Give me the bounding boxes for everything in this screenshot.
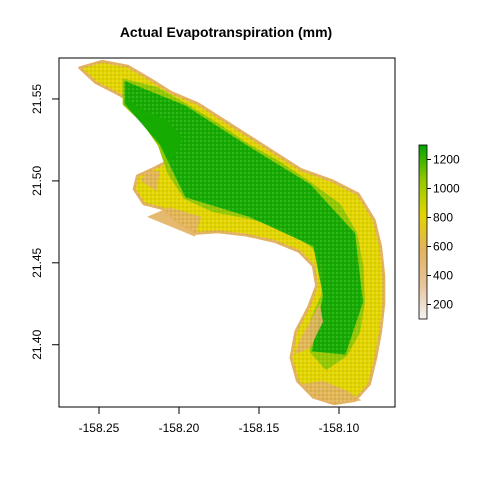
legend-tick-label: 1200: [433, 153, 460, 167]
x-tick-label: -158.25: [79, 421, 120, 435]
legend-color-bar: [419, 145, 427, 319]
chart-title: Actual Evapotranspiration (mm): [120, 24, 332, 40]
x-tick-label: -158.20: [159, 421, 200, 435]
color-legend: 200 400 600 800 1000 1200: [418, 144, 460, 320]
et-raster: [78, 59, 386, 406]
legend-tick-label: 1000: [433, 182, 460, 196]
x-axis: -158.25 -158.20 -158.15 -158.10: [79, 406, 360, 435]
legend-tick-label: 400: [433, 269, 453, 283]
y-tick-label: 21.40: [30, 329, 44, 359]
x-tick-label: -158.15: [239, 421, 280, 435]
x-tick-label: -158.10: [319, 421, 360, 435]
y-axis: 21.40 21.45 21.50 21.55: [30, 84, 60, 360]
legend-tick-label: 800: [433, 211, 453, 225]
legend-frame: [418, 144, 428, 320]
legend-tick-label: 600: [433, 240, 453, 254]
y-tick-label: 21.45: [30, 247, 44, 277]
legend-tick-label: 200: [433, 298, 453, 312]
y-tick-label: 21.50: [30, 166, 44, 196]
y-tick-label: 21.55: [30, 84, 44, 114]
raster-texture: [79, 61, 384, 404]
